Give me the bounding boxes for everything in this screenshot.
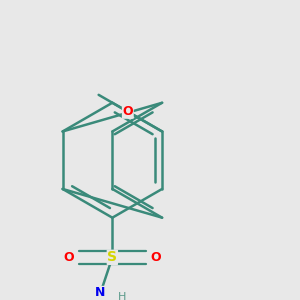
Text: N: N (95, 286, 106, 299)
Text: O: O (122, 105, 133, 118)
Text: H: H (118, 292, 126, 300)
Text: O: O (63, 251, 74, 264)
Text: S: S (107, 250, 117, 264)
Text: O: O (151, 251, 161, 264)
